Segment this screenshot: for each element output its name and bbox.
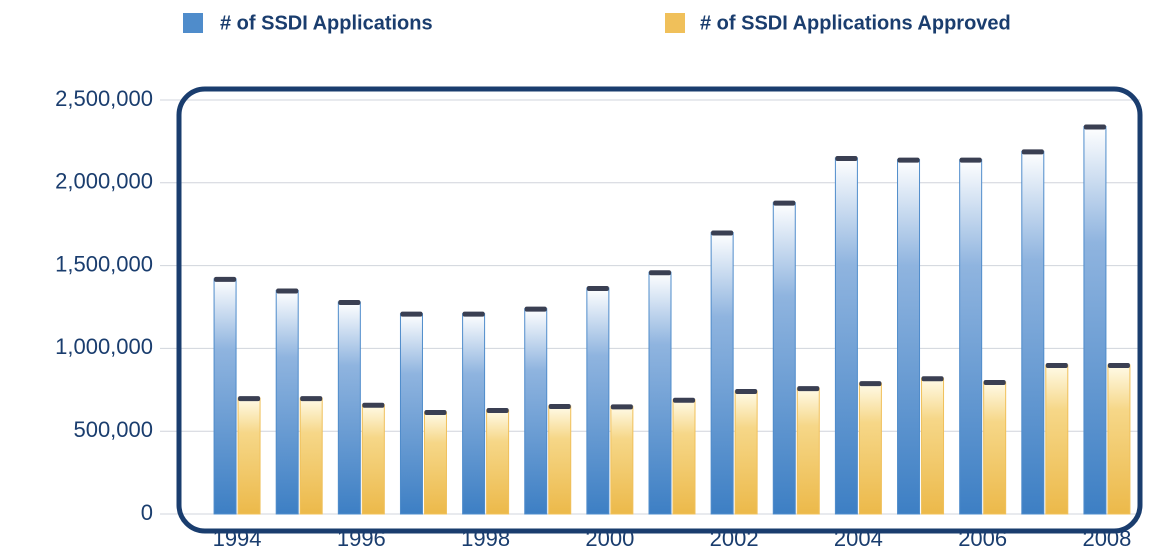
bar-cap: [897, 157, 920, 163]
bar: [399, 313, 423, 515]
bar-cap: [649, 270, 671, 276]
bar-cap: [835, 155, 858, 161]
bar: [423, 411, 447, 515]
bar-cap: [1021, 149, 1044, 155]
bar-cap: [214, 276, 237, 282]
y-tick-label: 1,000,000: [55, 334, 153, 359]
bar: [275, 289, 299, 515]
bar: [1107, 364, 1131, 515]
bar: [834, 157, 858, 515]
bar: [672, 399, 696, 515]
bar-cap: [959, 157, 982, 163]
bar-cap: [735, 388, 758, 394]
legend-label: # of SSDI Applications Approved: [700, 12, 1011, 34]
bar-cap: [362, 402, 385, 408]
bar: [648, 271, 672, 515]
bar: [772, 202, 796, 515]
bar-cap: [610, 404, 633, 410]
x-tick-label: 2002: [710, 526, 759, 551]
x-tick-label: 2004: [834, 526, 883, 551]
x-tick-label: 1994: [213, 526, 262, 551]
bar-cap: [300, 396, 323, 402]
bar: [710, 231, 734, 515]
y-tick-label: 500,000: [73, 417, 153, 442]
x-tick-label: 1998: [461, 526, 510, 551]
bar: [1021, 150, 1045, 515]
legend-swatch: [183, 13, 203, 33]
bar-cap: [983, 380, 1006, 386]
bar: [1045, 364, 1069, 515]
bar: [524, 308, 548, 515]
bar: [858, 382, 882, 515]
bar: [361, 404, 385, 515]
bar: [897, 159, 921, 515]
x-tick-label: 2006: [958, 526, 1007, 551]
bar-cap: [797, 386, 820, 392]
bars: [213, 124, 1131, 515]
bar-cap: [462, 311, 485, 317]
bar-cap: [524, 306, 547, 312]
bar-cap: [276, 288, 299, 294]
y-tick-label: 0: [141, 500, 153, 525]
bar: [610, 405, 634, 515]
y-tick-label: 2,500,000: [55, 86, 153, 111]
bar-cap: [921, 376, 944, 382]
bar: [586, 287, 610, 515]
bar-cap: [486, 408, 509, 414]
bar: [337, 301, 361, 515]
labels: 0 500,000 1,000,000 1,500,000 2,000,000 2,500…: [55, 86, 1131, 551]
legend-swatch: [665, 13, 685, 33]
bar: [213, 278, 237, 515]
legend-label: # of SSDI Applications: [220, 12, 433, 34]
x-tick-label: 1996: [337, 526, 386, 551]
bar-cap: [586, 285, 609, 291]
bar: [462, 313, 486, 515]
y-tick-label: 2,000,000: [55, 169, 153, 194]
bar: [486, 409, 510, 515]
bar-cap: [773, 200, 796, 206]
bar-cap: [424, 409, 447, 415]
bar-cap: [238, 396, 261, 402]
plot-frame: [176, 86, 1143, 534]
bar: [1083, 125, 1107, 515]
bar: [237, 397, 261, 515]
x-tick-label: 2008: [1082, 526, 1131, 551]
bar: [299, 397, 323, 515]
bar-cap: [1107, 362, 1130, 368]
bar: [959, 159, 983, 515]
bar-cap: [673, 397, 695, 403]
bar-cap: [338, 300, 361, 306]
bar-cap: [859, 381, 882, 387]
bar: [796, 387, 820, 515]
y-tick-label: 1,500,000: [55, 251, 153, 276]
x-tick-label: 2000: [585, 526, 634, 551]
bar: [921, 377, 945, 515]
bar-cap: [548, 404, 571, 410]
bar: [548, 405, 572, 515]
bar: [734, 390, 758, 515]
bar-cap: [711, 230, 734, 236]
bar: [983, 381, 1007, 515]
bar-cap: [1083, 124, 1106, 130]
bar-cap: [400, 311, 423, 317]
bar-cap: [1045, 362, 1068, 368]
